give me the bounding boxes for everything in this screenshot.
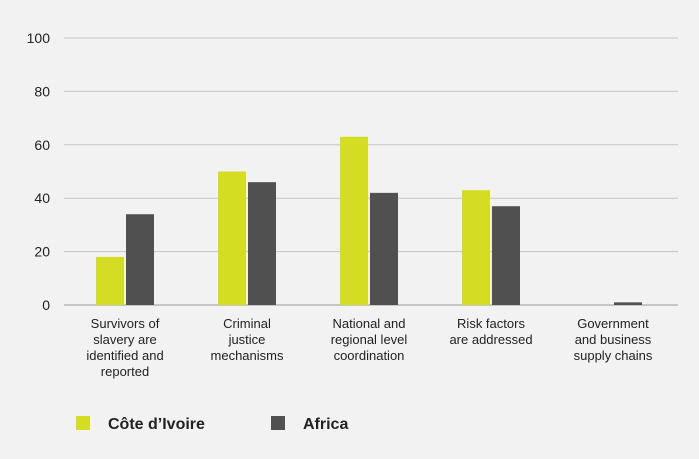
x-tick-label: Survivors of <box>91 316 160 331</box>
legend-label: Côte d’Ivoire <box>108 416 205 433</box>
bar-africa <box>126 214 154 305</box>
x-tick-label: Criminal <box>223 316 271 331</box>
bar-cote-divoire <box>462 190 490 305</box>
x-tick-label: Risk factors <box>457 316 525 331</box>
x-tick-label: National and <box>333 316 406 331</box>
bar-africa <box>370 192 398 305</box>
x-tick-label: are addressed <box>449 332 532 347</box>
legend: Côte d’Ivoire Africa <box>76 416 348 433</box>
x-tick-label: identified and <box>86 348 163 363</box>
legend-swatch <box>271 416 285 430</box>
bar-cote-divoire <box>218 171 246 305</box>
bars <box>96 136 642 305</box>
bar-africa <box>614 302 642 305</box>
x-tick-label: regional level <box>331 332 408 347</box>
bar-africa <box>492 206 520 305</box>
y-tick-label: 100 <box>27 30 51 46</box>
x-tick-label: reported <box>101 364 149 379</box>
legend-swatch <box>76 416 90 430</box>
y-tick-label: 80 <box>34 83 50 99</box>
x-tick-label: supply chains <box>574 348 653 363</box>
y-axis-ticks: 0 20 40 60 80 100 <box>27 30 51 313</box>
bar-cote-divoire <box>340 136 368 305</box>
x-tick-label: mechanisms <box>211 348 284 363</box>
bar-cote-divoire <box>96 256 124 305</box>
y-tick-label: 20 <box>34 244 50 260</box>
y-tick-label: 40 <box>34 190 50 206</box>
x-tick-label: Government <box>577 316 649 331</box>
bar-africa <box>248 182 276 305</box>
x-tick-label: slavery are <box>93 332 157 347</box>
x-tick-label: coordination <box>334 348 405 363</box>
x-tick-label: justice <box>228 332 266 347</box>
y-tick-label: 60 <box>34 137 50 153</box>
x-tick-label: and business <box>575 332 652 347</box>
y-tick-label: 0 <box>42 297 50 313</box>
legend-label: Africa <box>303 416 348 433</box>
